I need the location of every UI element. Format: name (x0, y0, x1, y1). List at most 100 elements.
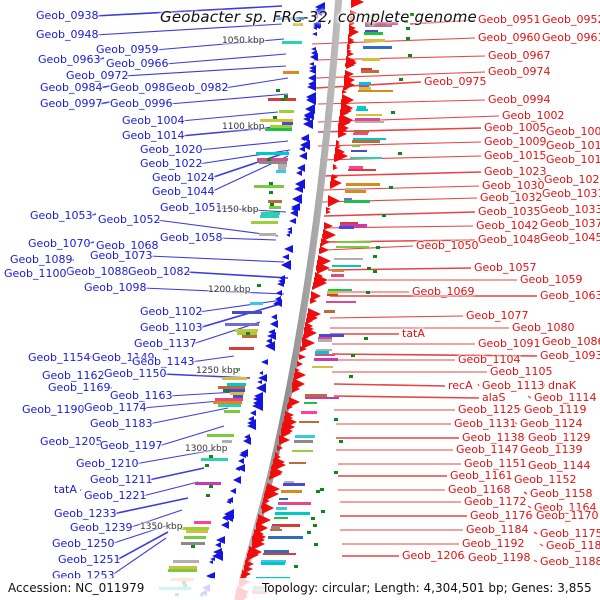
gene-label[interactable]: Geob_1044 (152, 185, 215, 198)
gene-label[interactable]: Geob_0952 (542, 13, 600, 26)
gene-label[interactable]: Geob_1161 (450, 469, 513, 482)
gene-label[interactable]: tatA (54, 483, 77, 496)
gene-label[interactable]: Geob_1102 (140, 305, 203, 318)
gene-label[interactable]: Geob_1221 (84, 489, 147, 502)
gene-label[interactable]: Geob_1024 (152, 171, 215, 184)
gene-label[interactable]: Geob_1175 (540, 527, 600, 540)
gene-label[interactable]: Geob_1149 (92, 351, 155, 364)
gene-label[interactable]: Geob_1139 (520, 443, 583, 456)
gene-label[interactable]: Geob_1069 (412, 285, 475, 298)
gene-label[interactable]: Geob_1073 (90, 249, 153, 262)
gene-label[interactable]: Geob_1104 (458, 353, 521, 366)
gene-label[interactable]: Geob_1086 (542, 335, 600, 348)
gene-label[interactable]: Geob_1170 (536, 509, 599, 522)
gene-label[interactable]: Geob_1183 (90, 417, 153, 430)
gene-label[interactable]: Geob_1210 (76, 457, 139, 470)
gene-label[interactable]: Geob_1251 (58, 553, 121, 566)
gene-label[interactable]: Geob_1168 (448, 483, 511, 496)
gene-label[interactable]: Geob_1093 (540, 349, 600, 362)
gene-label[interactable]: dnaK (548, 379, 576, 392)
gene-label[interactable]: Geob_0972 (66, 69, 129, 82)
gene-label[interactable]: Geob_1070 (28, 237, 91, 250)
gene-label[interactable]: Geob_1150 (104, 367, 167, 380)
gene-label[interactable]: Geob_1042 (476, 219, 539, 232)
gene-label[interactable]: Geob_1037 (540, 217, 600, 230)
gene-label[interactable]: Geob_1059 (520, 273, 583, 286)
gene-label[interactable]: Geob_0982 (166, 81, 229, 94)
gene-label[interactable]: Geob_1025 (544, 173, 600, 186)
gene-label[interactable]: Geob_1010 (546, 139, 600, 152)
gene-label[interactable]: Geob_1023 (484, 165, 547, 178)
gene-label[interactable]: Geob_0984 (40, 81, 103, 94)
gene-label[interactable]: Geob_1089 (10, 253, 73, 266)
gene-label[interactable]: Geob_1113 (482, 379, 545, 392)
gene-label[interactable]: Geob_1162 (42, 369, 105, 382)
gene-label[interactable]: Geob_1077 (466, 309, 529, 322)
gene-label[interactable]: Geob_1002 (502, 109, 565, 122)
gene-label[interactable]: alaS (482, 391, 506, 404)
gene-label[interactable]: Geob_0974 (488, 65, 551, 78)
gene-label[interactable]: Geob_1172 (464, 495, 527, 508)
gene-label[interactable]: Geob_1068 (96, 239, 159, 252)
gene-label[interactable]: Geob_1192 (462, 537, 525, 550)
gene-label[interactable]: Geob_1053 (30, 209, 93, 222)
gene-label[interactable]: Geob_1015 (484, 149, 547, 162)
gene-label[interactable]: Geob_1088 (66, 265, 129, 278)
gene-label[interactable]: Geob_1239 (70, 521, 133, 534)
gene-label[interactable]: Geob_1143 (132, 355, 195, 368)
gene-label[interactable]: Geob_1105 (490, 365, 553, 378)
gene-label[interactable]: Geob_1197 (100, 439, 163, 452)
gene-label[interactable]: Geob_1188 (540, 555, 600, 568)
gene-label[interactable]: Geob_1009 (484, 135, 547, 148)
gene-label[interactable]: Geob_1154 (28, 351, 91, 364)
gene-label[interactable]: Geob_0963 (38, 53, 101, 66)
gene-label[interactable]: Geob_1206 (402, 549, 465, 562)
gene-label[interactable]: Geob_1198 (468, 551, 531, 564)
gene-label[interactable]: Geob_0975 (424, 75, 487, 88)
gene-label[interactable]: Geob_1119 (524, 403, 587, 416)
gene-label[interactable]: Geob_0938 (36, 9, 99, 22)
gene-label[interactable]: Geob_1082 (128, 265, 191, 278)
gene-label[interactable]: Geob_0994 (488, 93, 551, 106)
gene-label[interactable]: Geob_0959 (96, 43, 159, 56)
gene-label[interactable]: Geob_0951 (478, 13, 541, 26)
gene-label[interactable]: Geob_1063 (540, 289, 600, 302)
gene-label[interactable]: Geob_1151 (464, 457, 527, 470)
gene-label[interactable]: Geob_1080 (512, 321, 575, 334)
gene-label[interactable]: Geob_1125 (458, 403, 521, 416)
gene-label[interactable]: Geob_1138 (462, 431, 525, 444)
gene-label[interactable]: Geob_1031 (542, 187, 600, 200)
gene-label[interactable]: Geob_1030 (482, 179, 545, 192)
gene-label[interactable]: Geob_1181 (546, 539, 600, 552)
gene-label[interactable]: Geob_1211 (90, 473, 153, 486)
gene-label[interactable]: Geob_1250 (52, 537, 115, 550)
gene-label[interactable]: Geob_1020 (140, 143, 203, 156)
gene-label[interactable]: Geob_1058 (160, 231, 223, 244)
gene-label[interactable]: Geob_1103 (140, 321, 203, 334)
gene-label[interactable]: Geob_0966 (106, 57, 169, 70)
gene-label[interactable]: Geob_1144 (528, 459, 591, 472)
gene-label[interactable]: Geob_1050 (416, 239, 479, 252)
gene-label[interactable]: Geob_1233 (54, 507, 117, 520)
gene-label[interactable]: Geob_1006 (546, 125, 600, 138)
gene-label[interactable]: Geob_1124 (520, 417, 583, 430)
gene-label[interactable]: Geob_1057 (474, 261, 537, 274)
gene-label[interactable]: Geob_1100 (4, 267, 67, 280)
gene-label[interactable]: Geob_1163 (110, 389, 173, 402)
gene-label[interactable]: Geob_0948 (36, 28, 99, 41)
gene-label[interactable]: Geob_1205 (40, 435, 103, 448)
gene-label[interactable]: Geob_1022 (140, 157, 203, 170)
gene-label[interactable]: Geob_1045 (540, 231, 600, 244)
gene-label[interactable]: Geob_0983 (110, 81, 173, 94)
gene-label[interactable]: Geob_1174 (84, 401, 147, 414)
gene-label[interactable]: Geob_1014 (122, 129, 185, 142)
gene-label[interactable]: Geob_0960 (478, 31, 541, 44)
gene-label[interactable]: Geob_1016 (546, 153, 600, 166)
gene-label[interactable]: Geob_0967 (488, 49, 551, 62)
gene-label[interactable]: Geob_1033 (540, 203, 600, 216)
gene-label[interactable]: Geob_1190 (22, 403, 85, 416)
gene-label[interactable]: Geob_1147 (456, 443, 519, 456)
